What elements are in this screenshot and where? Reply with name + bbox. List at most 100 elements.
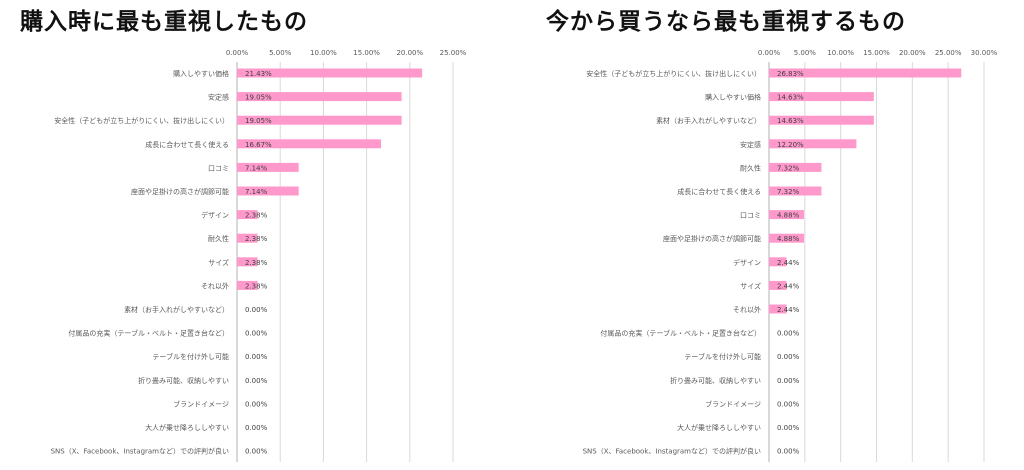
data-label: 2.38% — [245, 235, 268, 243]
tick-label: 10.00% — [827, 49, 854, 57]
bar — [769, 186, 822, 196]
data-label: 26.83% — [777, 70, 804, 78]
data-label: 7.14% — [245, 164, 268, 172]
bar — [237, 186, 299, 196]
category-label: それ以外 — [733, 305, 761, 314]
tick-label: 20.00% — [899, 49, 926, 57]
data-label: 0.00% — [777, 424, 800, 432]
data-label: 0.00% — [245, 377, 268, 385]
tick-label: 25.00% — [935, 49, 962, 57]
bar — [237, 115, 402, 125]
category-label: 耐久性 — [208, 234, 229, 243]
bar — [237, 162, 299, 172]
data-label: 2.44% — [777, 259, 800, 267]
data-label: 0.00% — [245, 424, 268, 432]
data-label: 2.38% — [245, 212, 268, 220]
bar — [769, 304, 787, 314]
category-label: 購入しやすい価格 — [173, 69, 229, 78]
bar — [769, 257, 787, 267]
bar — [769, 139, 857, 149]
category-label: 安全性（子どもが立ち上がりにくい、抜け出しにくい） — [586, 69, 761, 78]
data-label: 16.67% — [245, 141, 272, 149]
bar — [769, 210, 804, 220]
data-label: 2.44% — [777, 306, 800, 314]
data-label: 7.32% — [777, 164, 800, 172]
category-label: 購入しやすい価格 — [705, 93, 761, 102]
category-label: 座面や足掛けの高さが調節可能 — [663, 234, 761, 243]
category-label: 口コミ — [740, 212, 761, 220]
tick-label: 10.00% — [310, 49, 337, 57]
category-label: 折り畳み可能、収納しやすい — [138, 376, 229, 385]
data-label: 0.00% — [777, 353, 800, 361]
data-label: 14.63% — [777, 94, 804, 102]
tick-label: 15.00% — [353, 49, 380, 57]
bar — [769, 68, 962, 78]
category-label: デザイン — [733, 258, 761, 267]
bar — [237, 257, 258, 267]
category-label: 付属品の充実（テーブル・ベルト・足置き台など） — [600, 329, 761, 338]
bar — [237, 280, 258, 290]
data-label: 2.44% — [777, 282, 800, 290]
data-label: 21.43% — [245, 70, 272, 78]
data-label: 7.32% — [777, 188, 800, 196]
bar — [237, 92, 402, 102]
category-label: 耐久性 — [740, 163, 761, 172]
category-label: テーブルを付け外し可能 — [152, 352, 229, 361]
data-label: 0.00% — [245, 448, 268, 456]
category-label: 口コミ — [208, 164, 229, 172]
tick-label: 5.00% — [269, 49, 292, 57]
data-label: 0.00% — [777, 330, 800, 338]
bar — [237, 233, 258, 243]
category-label: 付属品の充実（テーブル・ベルト・足置き台など） — [68, 329, 229, 338]
bar — [769, 233, 804, 243]
data-label: 7.14% — [245, 188, 268, 196]
category-label: 折り畳み可能、収納しやすい — [670, 376, 761, 385]
data-label: 2.38% — [245, 259, 268, 267]
category-label: 安全性（子どもが立ち上がりにくい、抜け出しにくい） — [54, 116, 229, 125]
tick-label: 0.00% — [758, 49, 781, 57]
data-label: 0.00% — [245, 400, 268, 408]
data-label: 4.88% — [777, 235, 800, 243]
data-label: 0.00% — [777, 448, 800, 456]
data-label: 12.20% — [777, 141, 804, 149]
bar — [769, 115, 874, 125]
data-label: 2.38% — [245, 282, 268, 290]
data-label: 0.00% — [777, 377, 800, 385]
category-label: サイズ — [740, 281, 761, 290]
category-label: SNS（X、Facebook、Instagramなど）での評判が良い — [583, 447, 761, 456]
category-label: デザイン — [201, 211, 229, 220]
data-label: 19.05% — [245, 117, 272, 125]
bar — [237, 68, 423, 78]
tick-label: 15.00% — [863, 49, 890, 57]
data-label: 0.00% — [777, 400, 800, 408]
category-label: テーブルを付け外し可能 — [684, 352, 761, 361]
data-label: 0.00% — [245, 330, 268, 338]
category-label: SNS（X、Facebook、Instagramなど）での評判が良い — [51, 447, 229, 456]
data-label: 14.63% — [777, 117, 804, 125]
chart-title-purchase: 購入時に最も重視したもの — [20, 9, 308, 35]
category-label: ブランドイメージ — [173, 399, 229, 408]
tick-label: 20.00% — [396, 49, 423, 57]
chart-title-next-purchase: 今から買うなら最も重視するもの — [546, 9, 906, 35]
bar — [769, 162, 822, 172]
category-label: 安定感 — [208, 93, 229, 102]
category-label: 大人が乗せ降ろししやすい — [145, 423, 229, 432]
tick-label: 5.00% — [794, 49, 817, 57]
category-label: 成長に合わせて長く使える — [145, 140, 229, 149]
category-label: 大人が乗せ降ろししやすい — [677, 423, 761, 432]
data-label: 4.88% — [777, 212, 800, 220]
data-label: 0.00% — [245, 306, 268, 314]
bar — [769, 92, 874, 102]
category-label: ブランドイメージ — [705, 399, 761, 408]
category-label: 成長に合わせて長く使える — [677, 187, 761, 196]
category-label: それ以外 — [201, 281, 229, 290]
tick-label: 25.00% — [440, 49, 467, 57]
category-label: 安定感 — [740, 140, 761, 149]
tick-label: 30.00% — [971, 49, 998, 57]
category-label: 素材（お手入れがしやすいなど） — [124, 305, 229, 314]
bar — [769, 280, 787, 290]
category-label: 素材（お手入れがしやすいなど） — [656, 116, 761, 125]
bar — [237, 139, 382, 149]
data-label: 0.00% — [245, 353, 268, 361]
